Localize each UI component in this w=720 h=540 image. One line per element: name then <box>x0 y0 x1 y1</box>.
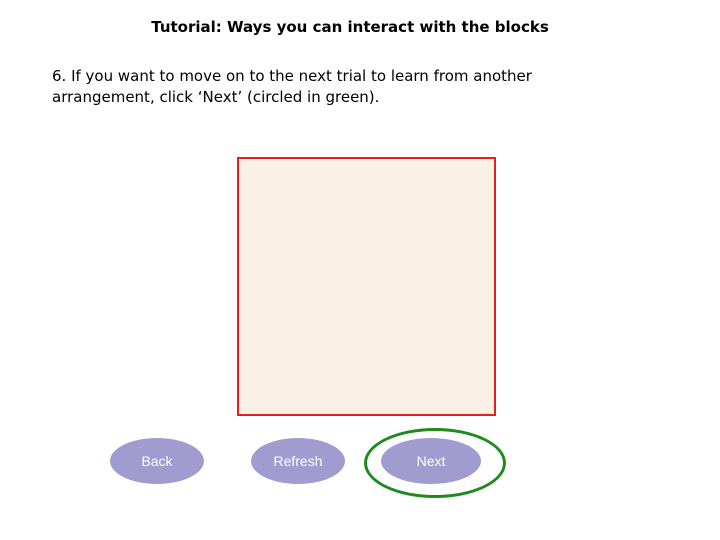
refresh-button[interactable]: Refresh <box>251 438 345 484</box>
page-title: Tutorial: Ways you can interact with the… <box>151 18 549 36</box>
next-button[interactable]: Next <box>381 438 481 484</box>
block-workspace[interactable] <box>237 157 496 416</box>
back-button[interactable]: Back <box>110 438 204 484</box>
instruction-text: 6. If you want to move on to the next tr… <box>52 67 532 106</box>
